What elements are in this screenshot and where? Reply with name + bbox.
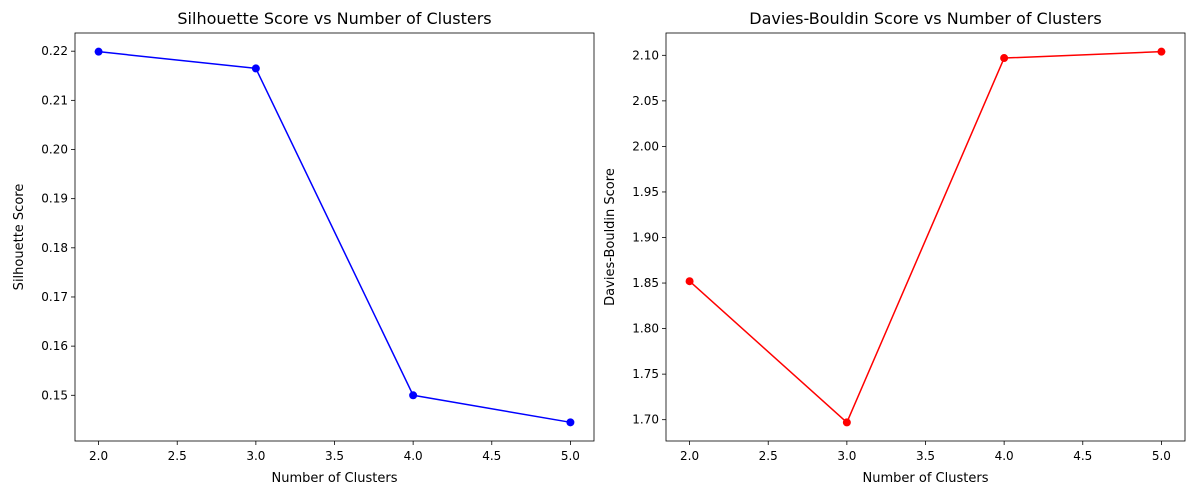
x-axis-label: Number of Clusters xyxy=(863,471,989,486)
davies-bouldin-chart: 2.0 2.5 3.0 3.5 4.0 4.5 5.0 1.70 1.75 1.80 1.85 1.9… xyxy=(603,9,1186,486)
data-point xyxy=(94,47,103,56)
x-tick-label: 2.0 xyxy=(89,449,108,463)
x-tick-label: 4.0 xyxy=(995,449,1014,463)
x-tick-label: 5.0 xyxy=(561,449,580,463)
series-line xyxy=(98,50,571,424)
x-tick-label: 3.0 xyxy=(837,449,856,463)
y-tick-label: 0.21 xyxy=(41,93,68,107)
data-point xyxy=(566,418,575,427)
x-axis-label: Number of Clusters xyxy=(272,471,398,486)
x-tick-label: 5.0 xyxy=(1152,449,1171,463)
plot-area-frame xyxy=(74,32,595,442)
y-tick-label: 0.16 xyxy=(41,339,68,353)
x-tick-label: 4.5 xyxy=(1073,449,1092,463)
y-tick-label: 1.75 xyxy=(632,367,659,381)
data-point xyxy=(409,391,418,400)
x-tick-label: 3.5 xyxy=(916,449,935,463)
x-tick-label: 4.0 xyxy=(404,449,423,463)
x-tick-label: 2.5 xyxy=(759,449,778,463)
x-tick-label: 2.0 xyxy=(680,449,699,463)
y-tick-label: 0.15 xyxy=(41,388,68,402)
y-tick-label: 2.00 xyxy=(632,139,659,153)
chart-title: Davies-Bouldin Score vs Number of Cluste… xyxy=(749,9,1101,28)
y-tick-label: 1.70 xyxy=(632,413,659,427)
plot-area-frame xyxy=(665,32,1186,442)
y-tick-label: 1.90 xyxy=(632,231,659,245)
y-tick-label: 1.80 xyxy=(632,322,659,336)
y-axis-label: Davies-Bouldin Score xyxy=(603,168,618,306)
y-tick-label: 2.05 xyxy=(632,94,659,108)
x-tick-label: 3.5 xyxy=(325,449,344,463)
y-tick-label: 1.85 xyxy=(632,276,659,290)
data-point xyxy=(685,277,694,286)
y-axis-label: Silhouette Score xyxy=(12,184,27,291)
data-point xyxy=(1157,47,1166,56)
x-tick-label: 2.5 xyxy=(168,449,187,463)
chart-title: Silhouette Score vs Number of Clusters xyxy=(177,9,491,28)
y-tick-label: 0.18 xyxy=(41,241,68,255)
x-tick-label: 3.0 xyxy=(246,449,265,463)
silhouette-chart: 2.0 2.5 3.0 3.5 4.0 4.5 5.0 0.15 0.16 0.17 0.18 0.1… xyxy=(12,9,595,486)
data-point xyxy=(251,64,260,73)
y-tick-label: 0.17 xyxy=(41,290,68,304)
y-tick-label: 0.22 xyxy=(41,44,68,58)
y-tick-label: 0.20 xyxy=(41,143,68,157)
series-line xyxy=(689,50,1162,424)
data-point xyxy=(1000,54,1009,63)
x-tick-label: 4.5 xyxy=(482,449,501,463)
y-tick-label: 1.95 xyxy=(632,185,659,199)
data-point xyxy=(842,418,851,427)
y-tick-label: 2.10 xyxy=(632,48,659,62)
y-tick-label: 0.19 xyxy=(41,192,68,206)
